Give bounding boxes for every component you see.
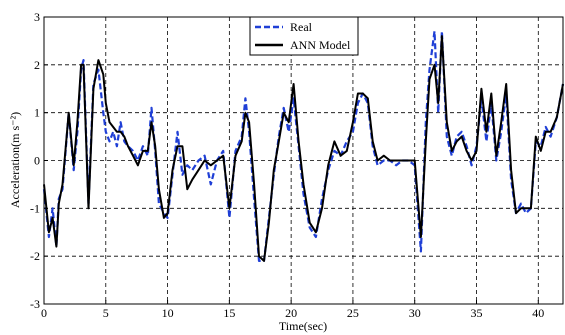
legend-label-ann-model: ANN Model <box>290 38 351 52</box>
x-tick-label: 10 <box>162 306 174 320</box>
x-tick-label: 5 <box>103 306 109 320</box>
ticks: 0 5 10 15 20 25 30 35 40 -3 -2 -1 0 1 2 3 <box>30 10 544 320</box>
series-line-ann-model <box>43 35 564 262</box>
y-tick-label: -3 <box>30 297 40 311</box>
y-tick-label: -1 <box>30 201 40 215</box>
grid <box>44 17 563 304</box>
x-tick-label: 0 <box>41 306 47 320</box>
x-tick-label: 40 <box>532 306 544 320</box>
y-tick-label: 0 <box>34 154 40 168</box>
x-axis-label: Time(sec) <box>279 319 327 333</box>
x-tick-label: 35 <box>471 306 483 320</box>
y-axis-label: Acceleration(m s⁻²) <box>8 112 22 208</box>
series-layer <box>42 30 565 262</box>
x-tick-label: 25 <box>347 306 359 320</box>
legend-label-real: Real <box>290 20 313 34</box>
y-tick-label: 1 <box>34 106 40 120</box>
legend: Real ANN Model <box>249 16 359 56</box>
y-tick-label: 2 <box>34 58 40 72</box>
y-tick-label: 3 <box>34 10 40 24</box>
x-tick-label: 15 <box>223 306 235 320</box>
y-tick-label: -2 <box>30 249 40 263</box>
x-tick-label: 30 <box>409 306 421 320</box>
legend-box <box>249 16 359 56</box>
x-tick-label: 20 <box>285 306 297 320</box>
